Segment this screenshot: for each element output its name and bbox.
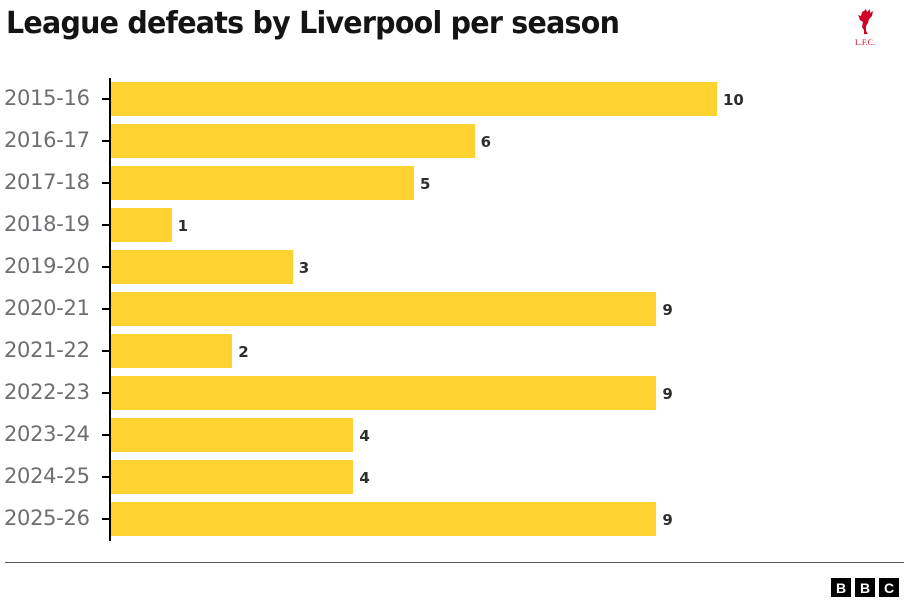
axis-tick (102, 266, 110, 268)
category-label: 2016-17 (4, 128, 90, 152)
bar-row: 2024-25 4 (0, 460, 908, 494)
chart-title: League defeats by Liverpool per season (6, 6, 620, 41)
bar-value-label: 1 (177, 217, 189, 235)
axis-tick (102, 518, 110, 520)
bar-value-label: 4 (359, 469, 370, 487)
axis-tick (102, 392, 110, 394)
axis-tick (102, 224, 110, 226)
bar-chart: 2015-16 10 2016-17 6 2017-18 5 2018-19 1 2019-20… (0, 78, 908, 543)
category-label: 2025-26 (4, 506, 90, 530)
category-label: 2022-23 (4, 380, 90, 404)
bar (111, 376, 657, 410)
category-label: 2024-25 (4, 464, 90, 488)
bar-value-label: 5 (420, 175, 431, 193)
y-axis-line (109, 78, 111, 541)
bar-row: 2025-26 9 (0, 502, 908, 536)
category-label: 2020-21 (4, 296, 90, 320)
svg-text:L.F.C.: L.F.C. (855, 38, 875, 47)
axis-tick (102, 476, 110, 478)
axis-tick (102, 98, 110, 100)
category-label: 2017-18 (4, 170, 90, 194)
axis-tick (102, 140, 110, 142)
bar (111, 82, 717, 116)
category-label: 2021-22 (4, 338, 90, 362)
axis-tick (102, 182, 110, 184)
bar-row: 2016-17 6 (0, 124, 908, 158)
bbc-logo: B B C (831, 578, 899, 597)
category-label: 2023-24 (4, 422, 90, 446)
bbc-logo-letter: C (879, 578, 899, 597)
bar-value-label: 3 (298, 259, 310, 277)
axis-tick (102, 434, 110, 436)
bar-value-label: 9 (662, 385, 673, 403)
bar-value-label: 9 (662, 301, 673, 319)
bar (111, 502, 657, 536)
bar-value-label: 4 (359, 427, 370, 445)
bar-row: 2015-16 10 (0, 82, 908, 116)
bar-row: 2020-21 9 (0, 292, 908, 326)
bar-row: 2017-18 5 (0, 166, 908, 200)
bbc-logo-letter: B (855, 578, 875, 597)
bar (111, 334, 233, 368)
bar (111, 166, 414, 200)
footer-divider (5, 562, 904, 563)
liverpool-fc-crest-icon: L.F.C. (855, 9, 875, 47)
bbc-logo-letter: B (831, 578, 851, 597)
bar (111, 250, 293, 284)
bar (111, 460, 354, 494)
bar (111, 418, 354, 452)
bar-row: 2018-19 1 (0, 208, 908, 242)
bar-row: 2019-20 3 (0, 250, 908, 284)
bar-value-label: 10 (723, 91, 744, 109)
bar-value-label: 2 (238, 343, 249, 361)
bar-value-label: 9 (662, 511, 673, 529)
axis-tick (102, 350, 110, 352)
category-label: 2015-16 (4, 86, 90, 110)
bar-value-label: 6 (480, 133, 492, 151)
axis-tick (102, 308, 110, 310)
bar (111, 208, 172, 242)
bar (111, 292, 657, 326)
bar (111, 124, 475, 158)
bar-row: 2022-23 9 (0, 376, 908, 410)
category-label: 2018-19 (4, 212, 90, 236)
category-label: 2019-20 (4, 254, 90, 278)
bar-row: 2023-24 4 (0, 418, 908, 452)
bar-row: 2021-22 2 (0, 334, 908, 368)
